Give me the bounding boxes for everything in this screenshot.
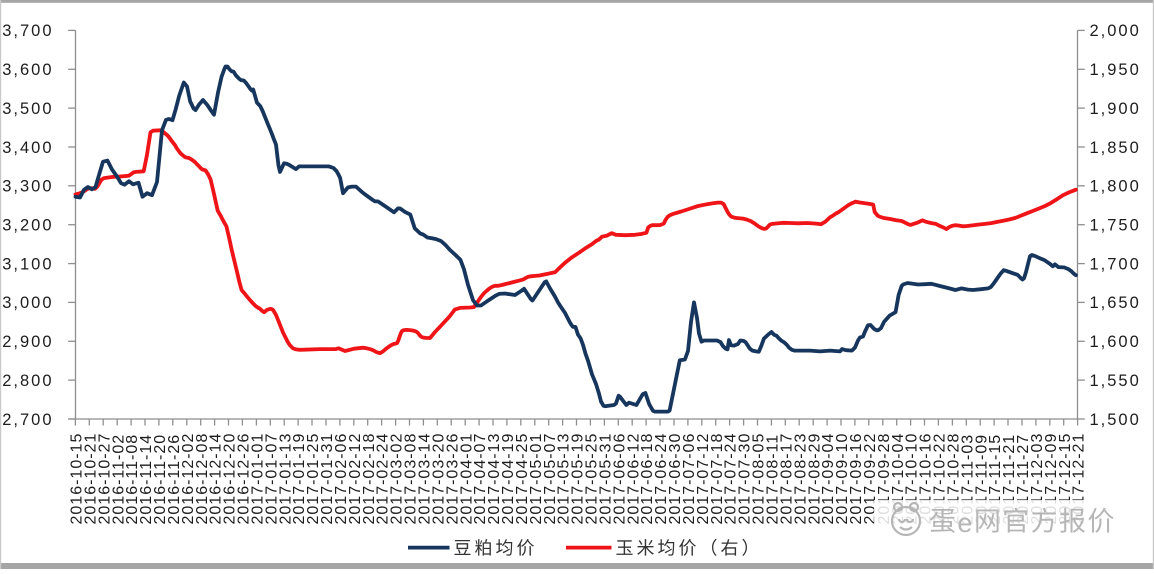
svg-text:2017-05-31: 2017-05-31	[598, 433, 615, 525]
svg-text:2017-08-29: 2017-08-29	[806, 433, 823, 525]
svg-text:2017-09-04: 2017-09-04	[820, 433, 837, 525]
svg-text:1,650: 1,650	[1090, 294, 1141, 312]
svg-text:2017-09-16: 2017-09-16	[848, 433, 865, 525]
svg-text:2017-05-25: 2017-05-25	[584, 433, 601, 525]
svg-text:2016-11-08: 2016-11-08	[124, 434, 141, 525]
svg-text:3,000: 3,000	[2, 294, 53, 312]
svg-text:3,200: 3,200	[2, 217, 53, 235]
svg-text:2016-10-21: 2016-10-21	[82, 433, 99, 525]
svg-text:2017-04-13: 2017-04-13	[486, 433, 503, 525]
svg-text:2016-12-02: 2016-12-02	[180, 433, 197, 525]
svg-text:2016-11-02: 2016-11-02	[110, 434, 127, 525]
svg-text:2017-03-02: 2017-03-02	[389, 433, 406, 525]
svg-text:2017-01-19: 2017-01-19	[291, 433, 308, 525]
svg-text:2017-04-25: 2017-04-25	[514, 433, 531, 525]
svg-text:2016-12-20: 2016-12-20	[222, 433, 239, 525]
svg-text:2017-01-01: 2017-01-01	[250, 433, 267, 525]
svg-text:2016-11-14: 2016-11-14	[138, 434, 155, 525]
svg-text:3,500: 3,500	[2, 100, 53, 118]
svg-text:2017-05-01: 2017-05-01	[528, 433, 545, 525]
svg-text:2017-06-18: 2017-06-18	[639, 433, 656, 525]
svg-text:2017-07-18: 2017-07-18	[709, 433, 726, 525]
svg-text:3,100: 3,100	[2, 255, 53, 273]
svg-text:2017-05-13: 2017-05-13	[556, 433, 573, 525]
svg-text:2017-04-07: 2017-04-07	[472, 433, 489, 525]
svg-text:2017-03-26: 2017-03-26	[444, 433, 461, 525]
svg-text:1,550: 1,550	[1090, 372, 1141, 390]
svg-text:2017-08-23: 2017-08-23	[792, 433, 809, 525]
svg-text:2017-05-07: 2017-05-07	[542, 433, 559, 525]
svg-text:2016-10-15: 2016-10-15	[69, 433, 86, 525]
svg-text:2017-04-19: 2017-04-19	[500, 433, 517, 525]
svg-text:2,800: 2,800	[2, 372, 53, 390]
svg-text:2,700: 2,700	[2, 411, 53, 429]
svg-text:2016-12-08: 2016-12-08	[194, 433, 211, 525]
svg-text:2017-07-30: 2017-07-30	[737, 433, 754, 525]
svg-text:2016-11-20: 2016-11-20	[152, 434, 169, 525]
svg-text:2017-06-24: 2017-06-24	[653, 433, 670, 525]
svg-text:2016-11-26: 2016-11-26	[166, 434, 183, 525]
svg-text:2017-01-25: 2017-01-25	[305, 433, 322, 525]
svg-text:2017-05-19: 2017-05-19	[570, 433, 587, 525]
svg-text:2017-01-07: 2017-01-07	[263, 433, 280, 525]
svg-text:2017-03-20: 2017-03-20	[430, 433, 447, 525]
svg-text:1,600: 1,600	[1090, 333, 1141, 351]
svg-text:2017-07-06: 2017-07-06	[681, 433, 698, 525]
svg-text:3,300: 3,300	[2, 178, 53, 196]
svg-text:2017-03-08: 2017-03-08	[403, 433, 420, 525]
svg-text:2017-03-14: 2017-03-14	[417, 433, 434, 525]
svg-text:2017-02-06: 2017-02-06	[333, 433, 350, 525]
svg-text:e: e	[957, 508, 972, 538]
svg-text:2017-06-06: 2017-06-06	[611, 433, 628, 525]
svg-text:2017-02-24: 2017-02-24	[375, 433, 392, 525]
svg-text:1,750: 1,750	[1090, 217, 1141, 235]
svg-text:2016-12-26: 2016-12-26	[236, 433, 253, 525]
svg-text:1,850: 1,850	[1090, 139, 1141, 157]
svg-text:2017-06-30: 2017-06-30	[667, 433, 684, 525]
svg-text:2,900: 2,900	[2, 333, 53, 351]
svg-text:2017-07-24: 2017-07-24	[723, 433, 740, 525]
svg-text:2017-04-01: 2017-04-01	[458, 433, 475, 525]
svg-text:2017-09-10: 2017-09-10	[834, 433, 851, 525]
svg-text:2017-06-12: 2017-06-12	[625, 433, 642, 525]
svg-text:2017-08-11: 2017-08-11	[765, 434, 782, 525]
svg-text:2017-07-12: 2017-07-12	[695, 433, 712, 525]
svg-text:1,800: 1,800	[1090, 178, 1141, 196]
svg-text:2017-02-12: 2017-02-12	[347, 433, 364, 525]
svg-text:2017-08-05: 2017-08-05	[751, 433, 768, 525]
svg-text:2016-10-27: 2016-10-27	[96, 433, 113, 525]
svg-text:3,700: 3,700	[2, 22, 53, 40]
svg-text:2017-02-18: 2017-02-18	[361, 433, 378, 525]
svg-text:2017-01-31: 2017-01-31	[319, 433, 336, 525]
svg-text:2,000: 2,000	[1090, 22, 1141, 40]
svg-text:1,950: 1,950	[1090, 61, 1141, 79]
svg-text:3,600: 3,600	[2, 61, 53, 79]
svg-text:2017-08-17: 2017-08-17	[778, 433, 795, 525]
svg-text:3,400: 3,400	[2, 139, 53, 157]
svg-text:2016-12-14: 2016-12-14	[208, 433, 225, 525]
svg-text:1,700: 1,700	[1090, 255, 1141, 273]
svg-text:2017-01-13: 2017-01-13	[277, 433, 294, 525]
svg-text:1,500: 1,500	[1090, 411, 1141, 429]
svg-text:1,900: 1,900	[1090, 100, 1141, 118]
